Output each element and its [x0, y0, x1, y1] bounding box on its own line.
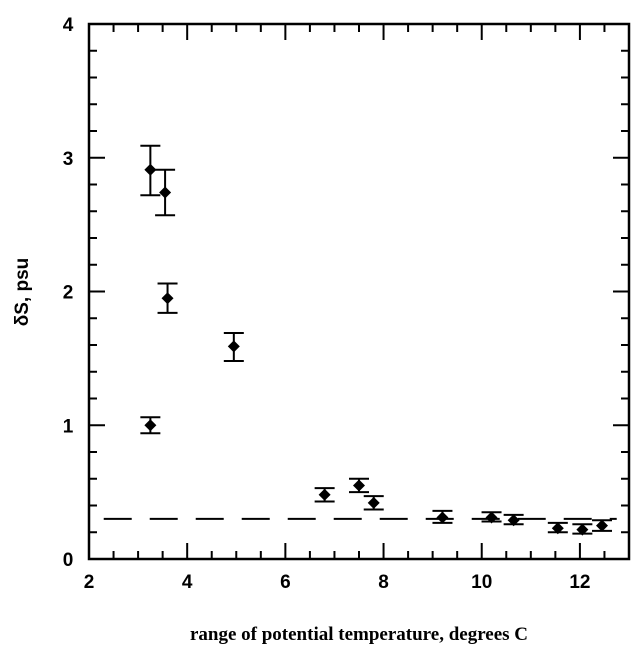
x-tick-label: 8 — [378, 572, 389, 593]
x-tick-label: 12 — [569, 572, 590, 593]
data-point — [353, 479, 365, 492]
data-point — [436, 511, 449, 524]
x-axis-label: range of potential temperature, degrees … — [190, 624, 528, 645]
x-tick-label: 2 — [84, 572, 95, 593]
data-point — [551, 522, 564, 535]
data-point — [227, 340, 240, 353]
y-tick-label: 1 — [63, 416, 74, 437]
x-tick-label: 6 — [280, 572, 291, 593]
plot-frame — [87, 22, 631, 561]
axis-ticks — [88, 23, 629, 560]
y-tick-label: 4 — [63, 15, 74, 36]
data-point — [367, 496, 380, 509]
data-point — [485, 511, 498, 524]
data-points — [140, 144, 612, 536]
x-tick-label: 4 — [182, 572, 193, 593]
data-point — [507, 514, 520, 527]
x-tick-label: 10 — [471, 572, 492, 593]
data-point — [159, 186, 172, 199]
y-tick-label: 0 — [63, 550, 74, 571]
data-point — [576, 523, 589, 536]
data-point — [318, 488, 331, 501]
data-point — [144, 163, 157, 176]
y-tick-label: 3 — [63, 149, 74, 170]
data-point — [596, 519, 608, 532]
y-tick-label: 2 — [63, 283, 74, 304]
data-point — [144, 419, 157, 432]
y-axis-label: δS, psu — [12, 258, 33, 327]
data-point — [161, 292, 174, 305]
